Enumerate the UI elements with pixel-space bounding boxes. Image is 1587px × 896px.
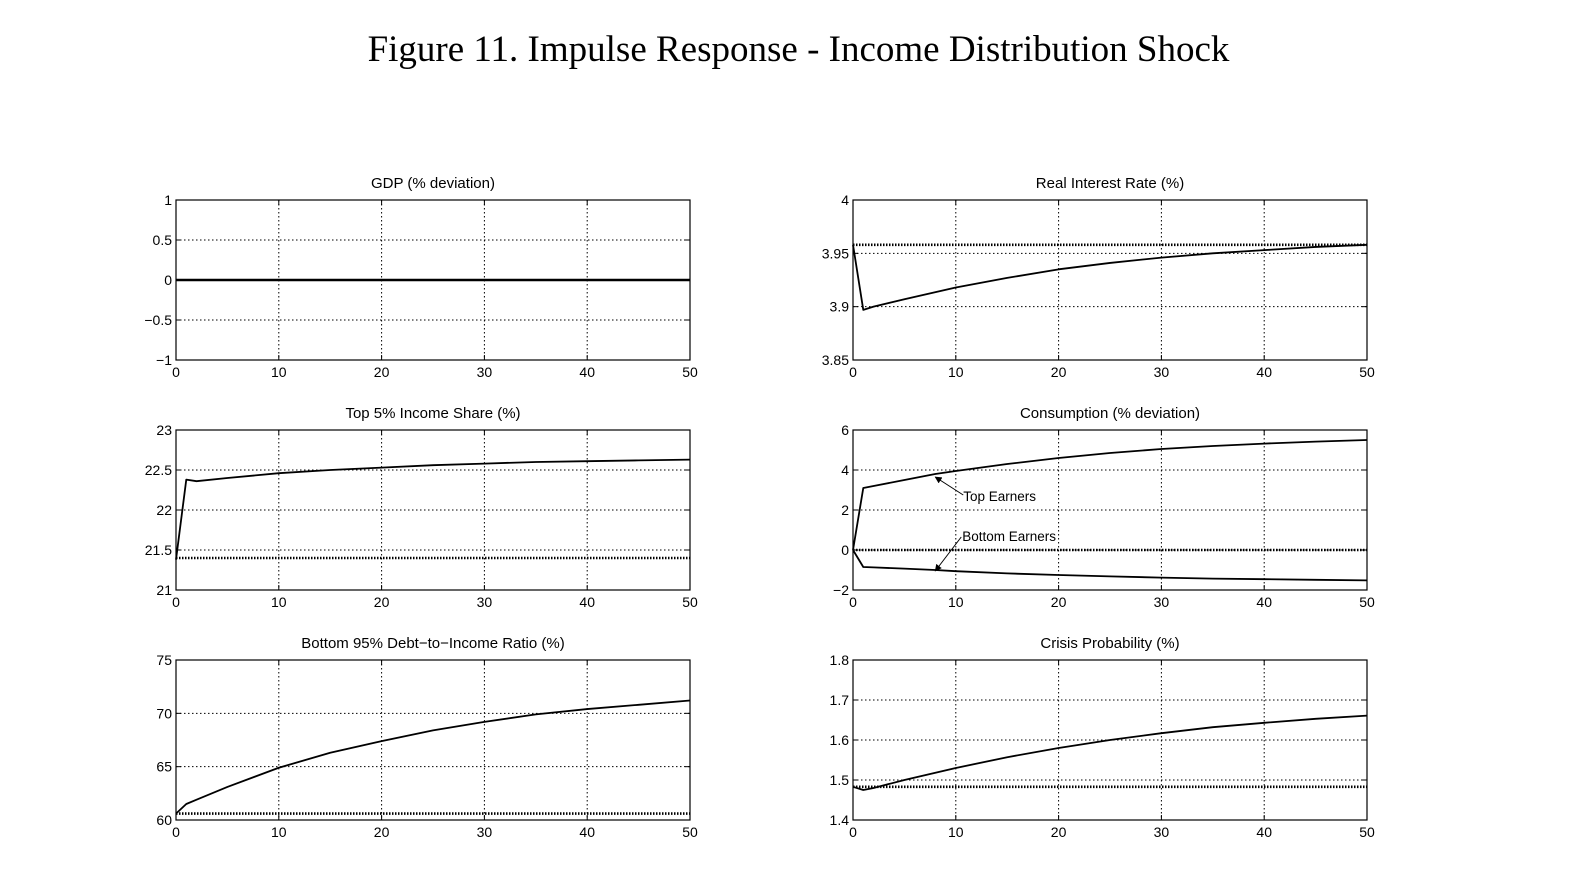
axes-frame <box>852 659 1368 821</box>
x-tick-label: 30 <box>1154 594 1170 610</box>
y-tick-label: 23 <box>156 422 172 438</box>
annotation-arrow <box>934 536 962 572</box>
x-tick-label: 30 <box>1154 364 1170 380</box>
x-tick-label: 10 <box>948 594 964 610</box>
y-tick-label: 4 <box>841 192 849 208</box>
y-tick-label: 70 <box>156 705 172 721</box>
x-tick-label: 0 <box>172 364 180 380</box>
x-tick-label: 40 <box>1256 594 1272 610</box>
series-line-0 <box>852 714 1368 791</box>
chart-panel-real-rate: Real Interest Rate (%) 0 10 20 30 40 50 3.85 3.9… <box>822 175 1375 380</box>
figure-title: Figure 11. Impulse Response - Income Dis… <box>367 29 1230 70</box>
chart-title: Top 5% Income Share (%) <box>345 405 520 422</box>
x-tick-label: 20 <box>1051 824 1067 840</box>
x-tick-label: 10 <box>271 364 287 380</box>
x-tick-label: 10 <box>948 364 964 380</box>
x-tick-label: 50 <box>1359 364 1375 380</box>
x-tick-label: 0 <box>849 824 857 840</box>
axes-frame <box>852 199 1368 361</box>
x-tick-label: 20 <box>374 364 390 380</box>
y-tick-label: 1.8 <box>830 652 850 668</box>
annotation-label: Top Earners <box>963 489 1036 504</box>
x-tick-label: 10 <box>271 594 287 610</box>
y-tick-label: 1 <box>164 192 172 208</box>
x-tick-label: 50 <box>1359 824 1375 840</box>
x-tick-label: 50 <box>682 364 698 380</box>
x-tick-label: 0 <box>172 594 180 610</box>
x-tick-label: 40 <box>579 594 595 610</box>
y-tick-label: 6 <box>841 422 849 438</box>
y-tick-label: 21 <box>156 582 172 598</box>
x-tick-label: 50 <box>682 824 698 840</box>
y-tick-label: −2 <box>833 582 849 598</box>
x-tick-label: 40 <box>579 824 595 840</box>
chart-panel-consumption: Consumption (% deviation)0 10 20 30 40 50−202… <box>833 405 1375 610</box>
x-tick-label: 40 <box>579 364 595 380</box>
axes-frame <box>175 429 691 591</box>
chart-panel-top-share: Top 5% Income Share (%) 0 10 20 30 40 50 21 21.5… <box>145 405 698 610</box>
x-tick-label: 10 <box>271 824 287 840</box>
chart-title: Bottom 95% Debt−to−Income Ratio (%) <box>301 635 564 652</box>
axes-frame <box>175 659 691 821</box>
series-line-0 <box>852 439 1368 551</box>
y-tick-label: −0.5 <box>144 312 172 328</box>
chart-title: Consumption (% deviation) <box>1020 405 1200 422</box>
y-tick-label: 3.95 <box>822 245 849 261</box>
series-line-0 <box>175 458 691 560</box>
x-tick-label: 20 <box>1051 594 1067 610</box>
x-tick-label: 0 <box>172 824 180 840</box>
y-tick-label: 3.85 <box>822 352 849 368</box>
y-tick-label: 1.6 <box>830 732 850 748</box>
chart-title: Real Interest Rate (%) <box>1036 175 1184 192</box>
y-tick-label: 75 <box>156 652 172 668</box>
axes-frame <box>175 199 691 361</box>
chart-title: Crisis Probability (%) <box>1040 635 1179 652</box>
y-tick-label: 3.9 <box>830 299 850 315</box>
x-tick-label: 40 <box>1256 824 1272 840</box>
annotation-label: Bottom Earners <box>962 529 1056 544</box>
y-tick-label: 22 <box>156 502 172 518</box>
x-tick-label: 50 <box>1359 594 1375 610</box>
y-tick-label: 65 <box>156 759 172 775</box>
series-line-1 <box>852 549 1368 582</box>
series-line-0 <box>175 699 691 815</box>
y-tick-label: 2 <box>841 502 849 518</box>
y-tick-label: 1.4 <box>830 812 850 828</box>
y-tick-label: 1.7 <box>830 692 850 708</box>
chart-panel-gdp: GDP (% deviation) 0 10 20 30 40 50 −1 −0.5 0 0.5 1 <box>144 175 698 380</box>
chart-title: GDP (% deviation) <box>371 175 495 192</box>
y-tick-label: 1.5 <box>830 772 850 788</box>
y-tick-label: 60 <box>156 812 172 828</box>
x-tick-label: 20 <box>374 594 390 610</box>
y-tick-label: 4 <box>841 462 849 478</box>
y-tick-label: −1 <box>156 352 172 368</box>
y-tick-label: 21.5 <box>145 542 172 558</box>
y-tick-label: 0 <box>841 542 849 558</box>
chart-panel-debt-income: Bottom 95% Debt−to−Income Ratio (%) 0 10 20… <box>156 635 698 840</box>
axes-frame <box>852 429 1368 591</box>
x-tick-label: 0 <box>849 364 857 380</box>
x-tick-label: 0 <box>849 594 857 610</box>
y-tick-label: 0 <box>164 272 172 288</box>
x-tick-label: 20 <box>374 824 390 840</box>
x-tick-label: 40 <box>1256 364 1272 380</box>
x-tick-label: 30 <box>477 364 493 380</box>
annotation-arrow <box>934 476 964 496</box>
chart-panel-crisis-prob: Crisis Probability (%) 0 10 20 30 40 50 1.4 1.5 1… <box>830 635 1375 840</box>
x-tick-label: 20 <box>1051 364 1067 380</box>
x-tick-label: 30 <box>477 824 493 840</box>
x-tick-label: 10 <box>948 824 964 840</box>
x-tick-label: 30 <box>1154 824 1170 840</box>
x-tick-label: 50 <box>682 594 698 610</box>
x-tick-label: 30 <box>477 594 493 610</box>
series-line-0 <box>852 243 1368 311</box>
y-tick-label: 22.5 <box>145 462 172 478</box>
y-tick-label: 0.5 <box>153 232 173 248</box>
